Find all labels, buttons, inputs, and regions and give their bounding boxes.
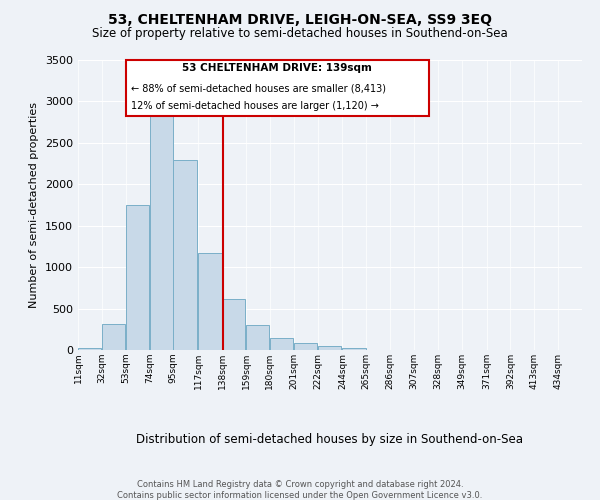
Text: 12% of semi-detached houses are larger (1,120) →: 12% of semi-detached houses are larger (… (131, 101, 379, 111)
FancyBboxPatch shape (125, 60, 429, 116)
Text: Size of property relative to semi-detached houses in Southend-on-Sea: Size of property relative to semi-detach… (92, 28, 508, 40)
Bar (149, 107, 173, 350)
Text: ← 88% of semi-detached houses are smaller (8,413): ← 88% of semi-detached houses are smalle… (131, 83, 386, 93)
Bar (102, 324, 125, 350)
Text: 53 CHELTENHAM DRIVE: 139sqm: 53 CHELTENHAM DRIVE: 139sqm (182, 64, 372, 74)
Bar (222, 300, 245, 350)
Text: Contains public sector information licensed under the Open Government Licence v3: Contains public sector information licen… (118, 491, 482, 500)
Text: Contains HM Land Registry data © Crown copyright and database right 2024.: Contains HM Land Registry data © Crown c… (137, 480, 463, 489)
Bar (270, 338, 293, 350)
Bar (78, 348, 101, 350)
Text: 53, CHELTENHAM DRIVE, LEIGH-ON-SEA, SS9 3EQ: 53, CHELTENHAM DRIVE, LEIGH-ON-SEA, SS9 … (108, 12, 492, 26)
Bar (343, 348, 366, 350)
Bar (199, 253, 221, 350)
Text: Distribution of semi-detached houses by size in Southend-on-Sea: Distribution of semi-detached houses by … (137, 432, 523, 446)
Bar (125, 205, 149, 350)
Bar (293, 344, 317, 350)
Bar (173, 160, 197, 350)
Y-axis label: Number of semi-detached properties: Number of semi-detached properties (29, 102, 40, 308)
Bar (246, 325, 269, 350)
Bar (317, 346, 341, 350)
